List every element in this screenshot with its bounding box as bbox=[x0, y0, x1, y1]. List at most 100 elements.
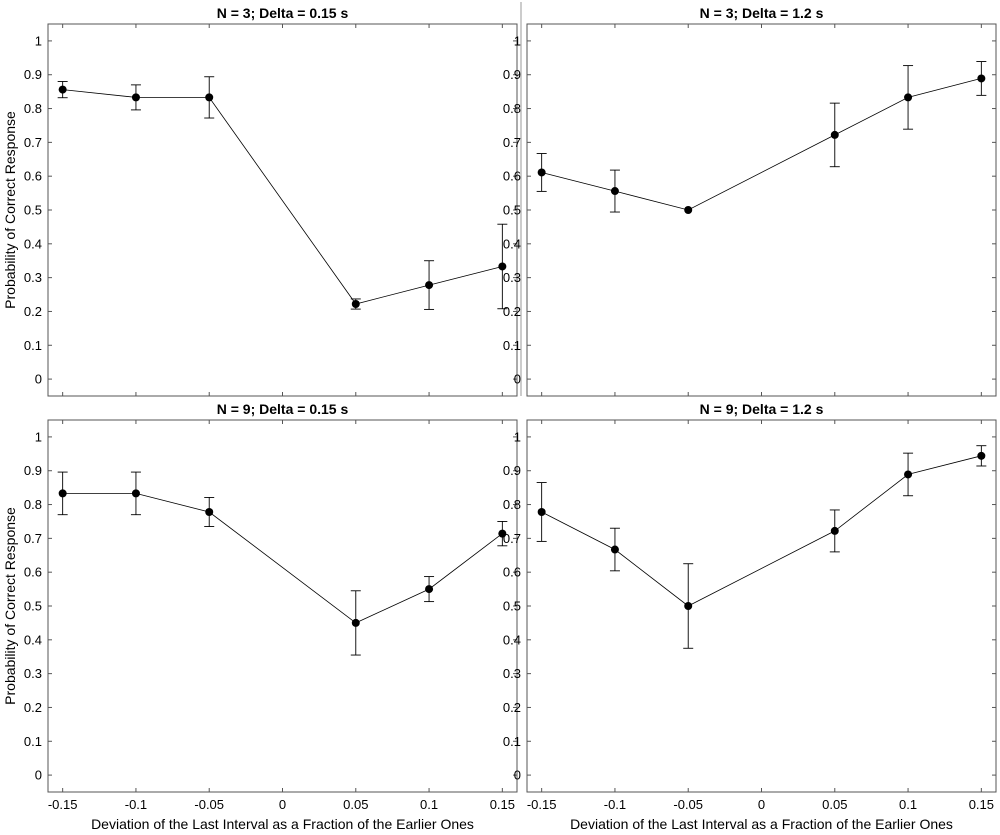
data-point bbox=[904, 93, 913, 102]
y-tick-label: 0.4 bbox=[24, 632, 42, 647]
y-tick-label: 0.4 bbox=[503, 236, 521, 251]
y-tick-label: 0.5 bbox=[503, 599, 521, 614]
y-tick-label: 0.6 bbox=[503, 565, 521, 580]
data-point bbox=[131, 489, 140, 498]
x-tick-label: -0.15 bbox=[527, 797, 557, 812]
y-tick-label: 0.5 bbox=[24, 203, 42, 218]
y-tick-label: 0.9 bbox=[503, 67, 521, 82]
data-point bbox=[425, 281, 434, 290]
y-tick-label: 0.9 bbox=[503, 463, 521, 478]
chart-panel-2: N = 3; Delta = 1.2 s 0 0.1 0.2 0.3 0.4 0.5 0.6 0… bbox=[503, 5, 997, 397]
y-tick-label: 0.7 bbox=[24, 531, 42, 546]
y-tick-label: 0 bbox=[35, 372, 42, 387]
x-axis-label: Deviation of the Last Interval as a Frac… bbox=[91, 816, 474, 832]
data-point bbox=[977, 451, 986, 460]
x-tick-label: -0.05 bbox=[673, 797, 703, 812]
y-tick-label: 0.3 bbox=[24, 666, 42, 681]
plot-frame bbox=[526, 23, 997, 397]
y-tick-label: 0.2 bbox=[24, 700, 42, 715]
y-tick-label: 1 bbox=[514, 33, 521, 48]
y-tick-label: 0 bbox=[514, 768, 521, 783]
data-point bbox=[684, 206, 693, 214]
x-tick-label: 0.15 bbox=[969, 797, 994, 812]
series-line bbox=[62, 492, 503, 624]
plot-frame bbox=[47, 419, 518, 793]
data-point bbox=[351, 618, 360, 627]
series-line bbox=[541, 455, 982, 607]
y-tick-label: 0.5 bbox=[24, 599, 42, 614]
x-tick-label: 0 bbox=[279, 797, 286, 812]
y-tick-label: 0.1 bbox=[24, 734, 42, 749]
y-axis-label: Probability of Correct Response bbox=[2, 507, 18, 705]
data-point bbox=[205, 93, 214, 102]
chart-panel-1: N = 3; Delta = 0.15 s 0 0.1 0.2 0.3 0.4 0.5 0.6… bbox=[2, 5, 518, 397]
x-tick-label: 0.15 bbox=[490, 797, 515, 812]
y-tick-label: 1 bbox=[514, 429, 521, 444]
y-tick-label: 0.7 bbox=[24, 135, 42, 150]
y-tick-label: 0.9 bbox=[24, 463, 42, 478]
x-tick-label: 0 bbox=[758, 797, 765, 812]
y-tick-label: 1 bbox=[35, 33, 42, 48]
y-tick-label: 0.3 bbox=[503, 270, 521, 285]
chart-title: N = 3; Delta = 0.15 s bbox=[217, 5, 349, 21]
data-point bbox=[684, 602, 693, 610]
y-tick-label: 0.1 bbox=[24, 338, 42, 353]
y-tick-label: 0.4 bbox=[503, 632, 521, 647]
data-point bbox=[58, 489, 67, 498]
y-tick-label: 0 bbox=[35, 768, 42, 783]
y-axis-label: Probability of Correct Response bbox=[2, 111, 18, 309]
chart-panel-4: N = 9; Delta = 1.2 s 0 0.1 0.2 0.3 0.4 0.5 0.6 0… bbox=[503, 401, 997, 832]
y-tick-label: 0.7 bbox=[503, 135, 521, 150]
x-tick-label: -0.1 bbox=[125, 797, 147, 812]
series-line bbox=[62, 89, 503, 305]
y-tick-label: 0.2 bbox=[503, 304, 521, 319]
y-tick-label: 0.5 bbox=[503, 203, 521, 218]
x-tick-label: -0.05 bbox=[194, 797, 224, 812]
x-tick-label: 0.05 bbox=[822, 797, 847, 812]
plot-frame bbox=[526, 419, 997, 793]
y-tick-label: 0.9 bbox=[24, 67, 42, 82]
plot-frame bbox=[47, 23, 518, 397]
data-point bbox=[610, 545, 619, 554]
y-tick-label: 0.8 bbox=[503, 497, 521, 512]
data-point bbox=[537, 168, 546, 177]
chart-title: N = 9; Delta = 0.15 s bbox=[217, 401, 349, 417]
x-tick-label: -0.15 bbox=[48, 797, 78, 812]
chart-title: N = 9; Delta = 1.2 s bbox=[700, 401, 824, 417]
data-point bbox=[131, 93, 140, 102]
y-tick-label: 0.4 bbox=[24, 236, 42, 251]
y-tick-label: 0.2 bbox=[503, 700, 521, 715]
data-point bbox=[425, 585, 434, 594]
y-tick-label: 0.8 bbox=[24, 101, 42, 116]
y-tick-label: 0.3 bbox=[24, 270, 42, 285]
data-point bbox=[977, 74, 986, 83]
x-axis-label: Deviation of the Last Interval as a Frac… bbox=[570, 816, 953, 832]
data-point bbox=[58, 85, 67, 94]
y-tick-label: 0.6 bbox=[503, 169, 521, 184]
y-tick-label: 0.1 bbox=[503, 734, 521, 749]
data-point bbox=[351, 300, 360, 309]
data-point bbox=[498, 529, 507, 538]
chart-title: N = 3; Delta = 1.2 s bbox=[700, 5, 824, 21]
data-point bbox=[830, 526, 839, 535]
y-tick-label: 0.6 bbox=[24, 169, 42, 184]
y-tick-label: 0.1 bbox=[503, 338, 521, 353]
data-point bbox=[904, 470, 913, 479]
y-tick-label: 0.8 bbox=[503, 101, 521, 116]
y-tick-label: 1 bbox=[35, 429, 42, 444]
data-point bbox=[498, 262, 507, 271]
y-tick-label: 0 bbox=[514, 372, 521, 387]
series-line bbox=[541, 78, 982, 211]
data-point bbox=[537, 507, 546, 516]
y-tick-label: 0.3 bbox=[503, 666, 521, 681]
data-point bbox=[205, 507, 214, 516]
x-tick-label: 0.1 bbox=[420, 797, 438, 812]
data-point bbox=[610, 187, 619, 196]
panels: N = 3; Delta = 0.15 s 0 0.1 0.2 0.3 0.4 0.5 0.6… bbox=[2, 5, 997, 832]
x-tick-label: -0.1 bbox=[604, 797, 626, 812]
x-tick-label: 0.1 bbox=[899, 797, 917, 812]
data-point bbox=[830, 130, 839, 139]
y-tick-label: 0.2 bbox=[24, 304, 42, 319]
y-tick-label: 0.8 bbox=[24, 497, 42, 512]
